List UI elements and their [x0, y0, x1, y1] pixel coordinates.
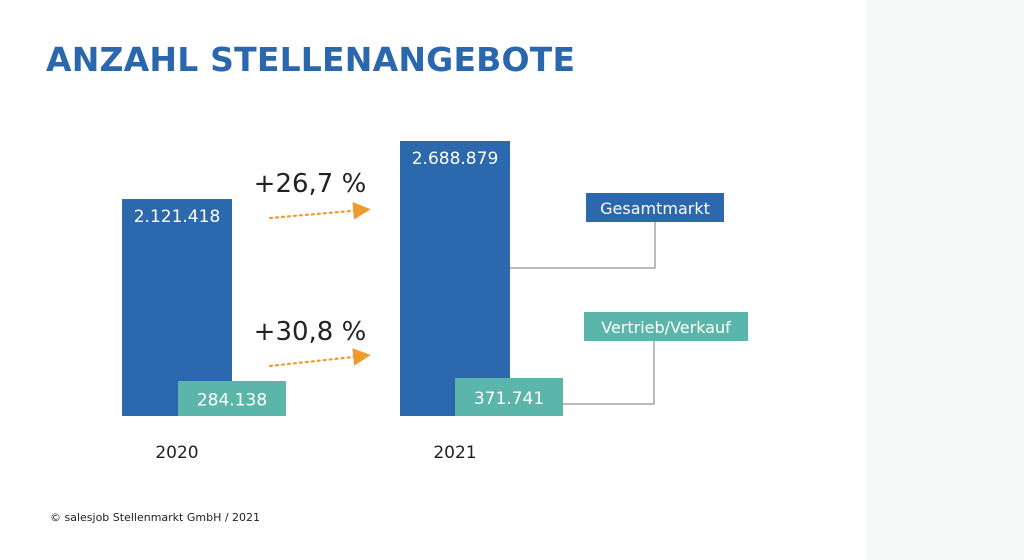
bar-vertrieb-2020	[178, 381, 286, 416]
data-label-gesamtmarkt-2020: 2.121.418	[134, 207, 221, 227]
bar-gesamtmarkt-2020	[122, 199, 232, 416]
data-label-vertrieb-2020: 284.138	[197, 391, 267, 411]
legend-label-gesamtmarkt: Gesamtmarkt	[600, 199, 710, 218]
legend-box-gesamtmarkt	[586, 193, 724, 222]
chart-title: ANZAHL STELLENANGEBOTE	[46, 40, 576, 79]
x-tick-label-2020: 2020	[155, 443, 198, 463]
legend-connector-vertrieb	[563, 341, 655, 405]
copyright-note: © salesjob Stellenmarkt GmbH / 2021	[50, 511, 261, 524]
growth-arrow-gesamtmarkt	[268, 201, 371, 220]
data-label-gesamtmarkt-2021: 2.688.879	[412, 149, 499, 169]
data-label-vertrieb-2021: 371.741	[474, 389, 544, 409]
growth-label-vertrieb: +30,8 %	[254, 317, 367, 347]
legend-box-vertrieb	[584, 312, 748, 341]
growth-arrow-vertrieb	[268, 348, 371, 368]
legend-connector-gesamtmarkt	[510, 222, 656, 269]
x-tick-label-2021: 2021	[433, 443, 476, 463]
bar-vertrieb-2021	[455, 377, 563, 416]
growth-label-gesamtmarkt: +26,7 %	[254, 169, 367, 199]
legend-label-vertrieb: Vertrieb/Verkauf	[601, 318, 731, 337]
bar-gesamtmarkt-2021	[400, 141, 510, 416]
right-margin-strip	[866, 0, 1024, 560]
